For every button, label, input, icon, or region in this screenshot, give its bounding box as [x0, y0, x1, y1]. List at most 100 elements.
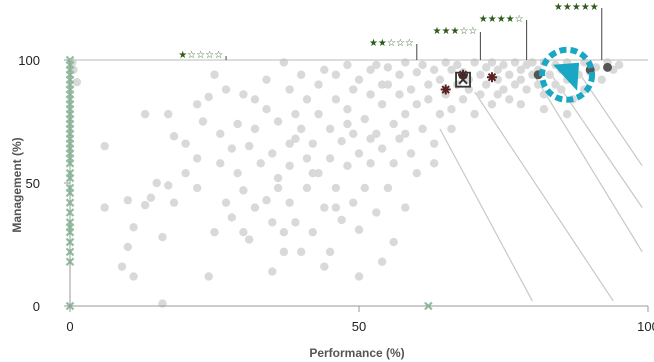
data-point	[262, 196, 271, 205]
data-point	[499, 85, 508, 94]
x-axis-ticks: 0 50 100	[66, 306, 654, 334]
data-point	[320, 203, 329, 212]
data-point	[273, 183, 283, 193]
data-point	[181, 168, 190, 178]
data-point	[279, 228, 289, 237]
data-point	[302, 154, 312, 163]
data-point	[325, 247, 335, 257]
data-point	[227, 144, 237, 153]
data-point	[401, 203, 410, 212]
data-point	[395, 90, 404, 99]
rating-marker-label: ★★★★☆	[479, 14, 524, 25]
data-point	[360, 183, 369, 193]
data-point	[539, 105, 549, 114]
data-point	[424, 80, 433, 89]
data-point	[123, 242, 132, 252]
rating-marker-label: ★☆☆☆☆	[178, 50, 223, 61]
rating-marker-label: ★★★☆☆	[433, 26, 478, 37]
rating-marker-label: ★★★★★	[554, 2, 599, 13]
data-point	[285, 139, 294, 148]
data-point	[383, 183, 393, 193]
data-point	[505, 95, 514, 104]
highlight-arrow-icon	[553, 62, 580, 91]
data-point	[279, 247, 289, 257]
data-point	[349, 198, 358, 207]
data-point	[262, 75, 271, 84]
data-point	[614, 60, 624, 70]
data-point	[389, 159, 398, 168]
data-point	[389, 237, 398, 247]
data-point	[273, 173, 283, 183]
data-point	[192, 154, 202, 163]
data-point	[372, 208, 381, 217]
axes	[64, 59, 648, 312]
data-point	[239, 90, 248, 99]
data-point	[325, 124, 335, 134]
rating-markers: ★☆☆☆☆ ★★☆☆☆ ★★★☆☆★★★★☆ ★★★★★	[178, 2, 603, 61]
data-point	[377, 257, 387, 266]
data-point	[273, 117, 283, 126]
data-point	[129, 272, 138, 281]
data-point	[250, 95, 260, 104]
data-point	[210, 70, 219, 79]
data-point	[366, 90, 375, 99]
data-point	[192, 100, 202, 109]
data-points	[65, 55, 624, 311]
data-point	[412, 168, 421, 178]
data-point	[221, 198, 231, 207]
data-point	[331, 183, 341, 193]
data-point	[152, 178, 161, 188]
data-point	[314, 80, 323, 89]
data-point	[372, 60, 381, 70]
data-point	[435, 75, 445, 84]
data-point	[285, 161, 294, 170]
data-point	[476, 90, 485, 99]
data-point	[505, 70, 514, 79]
data-point	[429, 65, 439, 75]
data-point	[302, 183, 312, 193]
data-point	[297, 70, 306, 79]
data-point	[354, 272, 364, 281]
data-point	[72, 77, 82, 87]
highlight-marker	[539, 46, 596, 103]
data-point	[308, 139, 317, 148]
data-point	[395, 70, 404, 79]
data-point	[447, 105, 456, 114]
data-point	[435, 109, 445, 119]
x-axis-title: Performance (%)	[309, 346, 404, 360]
data-point	[123, 196, 132, 205]
data-point	[458, 95, 468, 104]
data-point	[551, 80, 560, 89]
diagonal-guide-line	[439, 128, 533, 302]
data-point	[291, 134, 300, 143]
y-tick-label: 100	[18, 53, 40, 68]
data-point	[117, 262, 127, 271]
data-point	[314, 168, 323, 178]
data-point	[476, 70, 485, 79]
data-point	[308, 168, 317, 178]
data-point	[545, 70, 554, 79]
data-point-asterisk	[486, 72, 497, 83]
rating-marker-label: ★★☆☆☆	[369, 38, 414, 49]
data-point	[256, 159, 265, 168]
data-point	[285, 198, 294, 207]
data-point	[470, 109, 479, 119]
data-point	[597, 75, 606, 84]
data-point	[406, 149, 416, 158]
data-point	[412, 68, 421, 77]
data-point	[291, 218, 300, 227]
data-point	[343, 119, 352, 129]
data-point	[383, 63, 393, 72]
data-point	[603, 62, 613, 72]
data-point	[331, 70, 341, 79]
data-point	[366, 65, 375, 75]
data-point	[227, 213, 237, 222]
data-point	[429, 139, 439, 148]
data-point-asterisk	[458, 69, 469, 80]
data-point	[129, 223, 138, 232]
data-point	[100, 141, 109, 151]
data-point	[453, 60, 462, 70]
data-point	[372, 129, 381, 138]
data-point	[418, 60, 427, 70]
data-point	[337, 136, 346, 146]
